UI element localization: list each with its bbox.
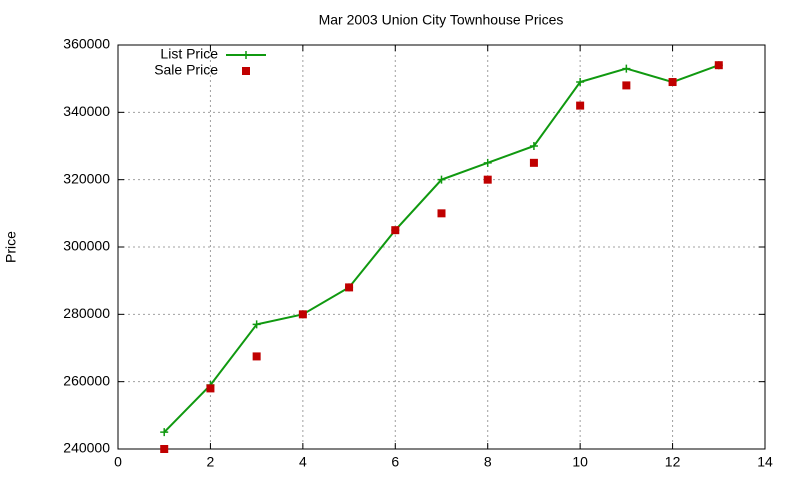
y-tick-label: 300000 (63, 238, 110, 254)
point-marker (391, 226, 400, 235)
y-tick-label: 360000 (63, 36, 110, 52)
y-tick-label: 320000 (63, 170, 110, 186)
x-tick-label: 8 (484, 454, 492, 470)
point-marker (668, 78, 677, 87)
point-marker (437, 209, 446, 218)
x-tick-label: 10 (572, 454, 588, 470)
legend-marker (242, 51, 250, 59)
legend-marker (242, 67, 250, 75)
y-tick-label: 340000 (63, 103, 110, 119)
x-tick-label: 2 (207, 454, 215, 470)
y-tick-label: 280000 (63, 305, 110, 321)
y-axis-label: Price (3, 231, 19, 263)
point-marker (298, 310, 307, 319)
point-marker (483, 175, 492, 184)
legend-label: List Price (160, 46, 218, 62)
point-marker (714, 61, 723, 70)
point-marker (160, 445, 169, 453)
x-tick-label: 4 (299, 454, 307, 470)
chart-title: Mar 2003 Union City Townhouse Prices (319, 12, 564, 28)
point-marker (576, 78, 585, 87)
point-marker (437, 175, 446, 184)
plot-border (117, 44, 766, 450)
x-tick-label: 0 (114, 454, 122, 470)
x-tick-label: 12 (665, 454, 681, 470)
point-marker (252, 320, 261, 329)
x-tick-label: 6 (391, 454, 399, 470)
legend-label: Sale Price (154, 62, 218, 78)
y-tick-label: 240000 (63, 440, 110, 456)
point-marker (529, 142, 538, 150)
point-marker (483, 158, 492, 167)
point-marker (529, 158, 538, 167)
y-tick-label: 260000 (63, 372, 110, 388)
point-marker (160, 428, 169, 437)
point-marker (622, 81, 631, 90)
x-tick-label: 14 (757, 454, 773, 470)
point-marker (206, 384, 215, 393)
point-marker (252, 352, 261, 361)
point-marker (622, 64, 631, 73)
point-marker (345, 283, 354, 292)
point-marker (576, 101, 585, 110)
